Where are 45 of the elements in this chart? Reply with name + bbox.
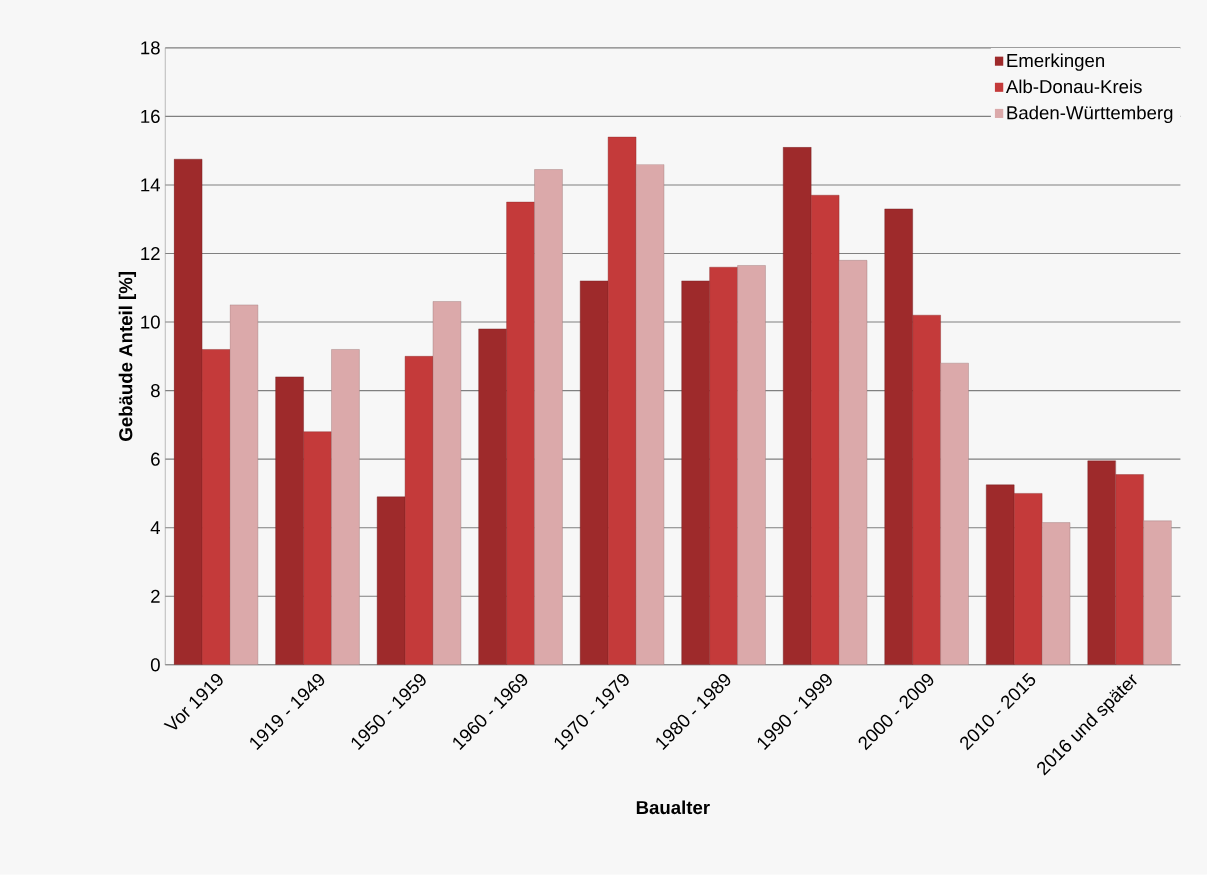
bar [810,195,840,665]
bar [331,349,360,665]
y-tick-label: 0 [150,658,160,672]
bar [1115,474,1144,665]
bar [478,328,507,665]
legend-label: Emerkingen [1007,53,1105,71]
y-tick-label: 2 [151,589,160,603]
bar [783,147,812,665]
bar [737,265,766,665]
y-tick-label: 14 [141,178,160,192]
bar [303,431,332,665]
legend-label: Baden-Württemberg [1007,105,1173,124]
bar [635,164,665,665]
bar [681,280,710,665]
bar [838,260,868,665]
bar [1041,522,1071,665]
bar [709,267,738,665]
bar [404,356,434,665]
bar [1087,460,1116,665]
y-tick-label: 12 [141,247,160,261]
bar [201,349,231,665]
y-tick-label: 4 [150,521,160,535]
y-tick-label: 8 [151,384,160,398]
y-tick-label: 16 [141,109,160,124]
bar [229,304,259,665]
bar [986,484,1015,665]
y-axis-title: Gebäude Anteil [%] [118,272,137,441]
y-tick-label: 6 [151,452,160,466]
bar [579,280,609,665]
bar [506,201,535,665]
y-tick-label: 18 [141,41,160,55]
bar [1013,493,1043,665]
bar [432,301,462,665]
x-axis-title: Baualter [636,800,710,815]
bar [275,376,304,665]
bar [884,208,913,665]
legend-label: Alb-Donau-Kreis [1005,79,1142,94]
bar [1143,520,1172,665]
bar [534,169,563,665]
bar [940,363,969,665]
bar [376,496,406,665]
bar [173,159,203,665]
bar [607,136,637,665]
bar [912,315,941,665]
y-tick-label: 10 [141,315,160,329]
